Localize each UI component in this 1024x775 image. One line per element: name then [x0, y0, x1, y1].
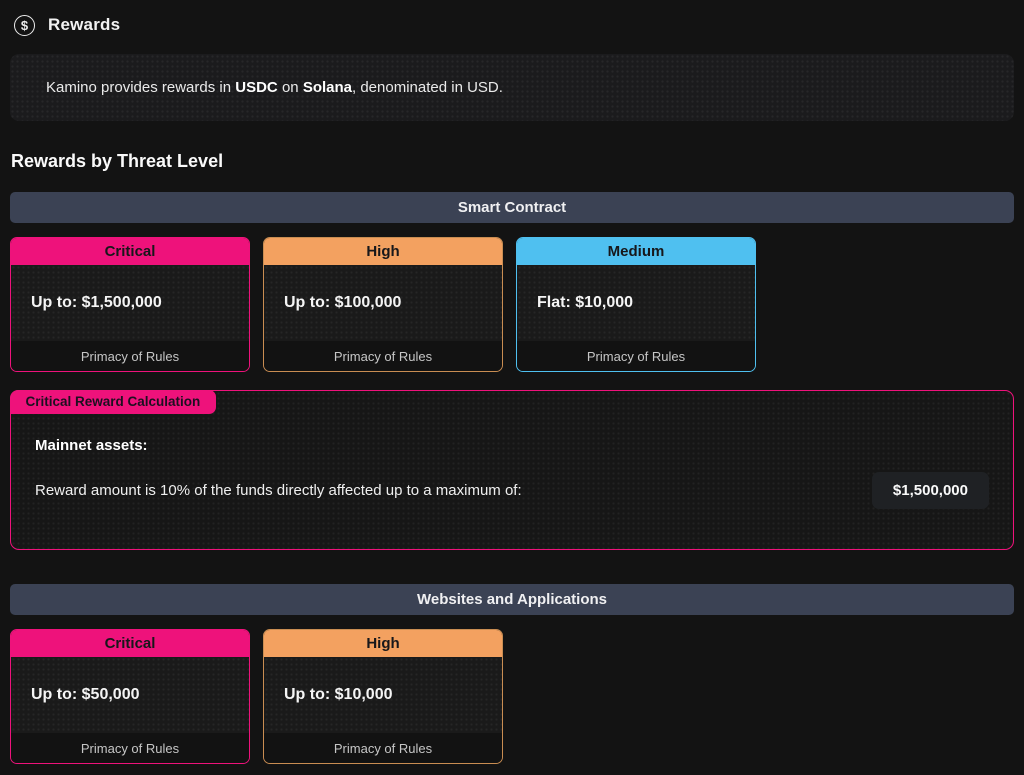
severity-header: High: [264, 238, 502, 265]
dollar-circle-icon: $: [14, 14, 35, 36]
reward-amount: Up to: $50,000: [11, 657, 249, 733]
banner-text-part: Kamino provides rewards in: [46, 79, 236, 96]
banner-text-part: , denominated in USD.: [352, 79, 503, 96]
banner-text-part: on: [277, 79, 303, 96]
primacy-of-rules-link[interactable]: Primacy of Rules: [264, 733, 502, 763]
reward-card-critical: Critical Up to: $1,500,000 Primacy of Ru…: [10, 237, 250, 372]
primacy-of-rules-link[interactable]: Primacy of Rules: [11, 733, 249, 763]
severity-header: Medium: [517, 238, 755, 265]
critical-reward-calculation-box: Critical Reward Calculation Mainnet asse…: [9, 389, 1014, 550]
max-amount-chip: $1,500,000: [871, 472, 989, 509]
banner-chain-solana: Solana: [302, 79, 352, 96]
calc-box-content: Mainnet assets: Reward amount is 10% of …: [11, 391, 1013, 549]
severity-header: Critical: [11, 238, 249, 265]
primacy-of-rules-link[interactable]: Primacy of Rules: [11, 341, 249, 371]
rewards-info-banner: Kamino provides rewards in USDC on Solan…: [10, 54, 1014, 121]
calc-description: Reward amount is 10% of the funds direct…: [35, 482, 522, 499]
reward-card-critical: Critical Up to: $50,000 Primacy of Rules: [10, 629, 250, 764]
calc-box-tag: Critical Reward Calculation: [9, 389, 217, 414]
reward-card-medium: Medium Flat: $10,000 Primacy of Rules: [516, 237, 756, 372]
severity-header: Critical: [11, 630, 249, 657]
primacy-of-rules-link[interactable]: Primacy of Rules: [517, 341, 755, 371]
group-bar-websites-and-applications: Websites and Applications: [10, 584, 1014, 615]
reward-amount: Flat: $10,000: [517, 265, 755, 341]
calc-subtitle: Mainnet assets:: [35, 437, 148, 454]
page-title: Rewards: [48, 15, 121, 34]
section-heading-rewards-by-threat-level: Rewards by Threat Level: [11, 151, 224, 171]
reward-amount: Up to: $1,500,000: [11, 265, 249, 341]
reward-card-high: High Up to: $100,000 Primacy of Rules: [263, 237, 503, 372]
severity-header: High: [264, 630, 502, 657]
group-bar-smart-contract: Smart Contract: [10, 192, 1014, 223]
primacy-of-rules-link[interactable]: Primacy of Rules: [264, 341, 502, 371]
banner-asset-usdc: USDC: [235, 79, 278, 96]
reward-amount: Up to: $10,000: [264, 657, 502, 733]
calc-row: Reward amount is 10% of the funds direct…: [35, 472, 989, 509]
smart-contract-cards-row: Critical Up to: $1,500,000 Primacy of Ru…: [10, 237, 1014, 372]
reward-card-high: High Up to: $10,000 Primacy of Rules: [263, 629, 503, 764]
reward-amount: Up to: $100,000: [264, 265, 502, 341]
banner-text: Kamino provides rewards in USDC on Solan…: [46, 79, 503, 96]
websites-cards-row: Critical Up to: $50,000 Primacy of Rules…: [10, 629, 1014, 764]
page-header: $ Rewards: [10, 8, 1014, 38]
